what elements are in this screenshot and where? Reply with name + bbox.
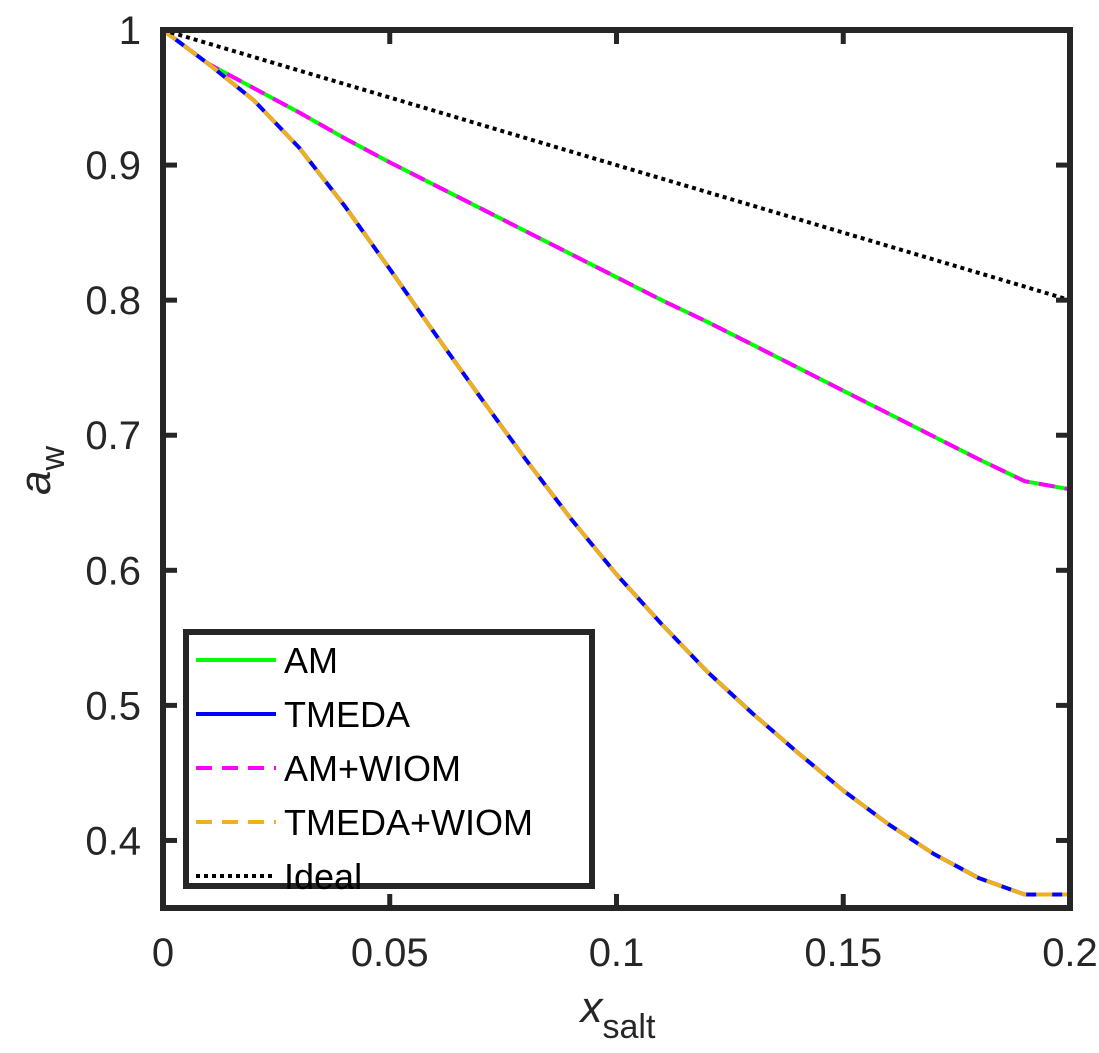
tick-layer: 0 0.05 0.1 0.15 0.2 0.4 0.5 0.6 0.7 0.8 0.9 1 (85, 9, 1097, 975)
series-line-ideal (162, 28, 1071, 303)
y-axis-label-main: a (11, 471, 60, 495)
x-tick-label: 0.1 (589, 931, 645, 975)
y-tick-label: 0.8 (85, 279, 141, 323)
legend: AM TMEDA AM+WIOM TMEDA+WIOM Ideal (183, 629, 595, 897)
series-line-tmeda-wiom (161, 28, 1070, 897)
x-tick-label: 0.05 (351, 931, 429, 975)
y-tick-label: 0.6 (85, 549, 141, 593)
legend-label-am-wiom: AM+WIOM (284, 748, 461, 789)
series-layer (161, 28, 1071, 897)
legend-label-am: AM (284, 640, 338, 681)
y-tick-label: 0.9 (85, 144, 141, 188)
y-tick-label: 0.5 (85, 684, 141, 728)
legend-label-tmeda: TMEDA (284, 694, 410, 735)
legend-box (183, 629, 595, 889)
y-axis-label: aw (11, 446, 72, 495)
x-tick-label: 0 (152, 931, 174, 975)
x-tick-label: 0.15 (804, 931, 882, 975)
series-line-am (161, 28, 1071, 492)
legend-label-tmeda-wiom: TMEDA+WIOM (284, 802, 533, 843)
legend-label-ideal: Ideal (284, 856, 362, 897)
y-tick-label: 0.4 (85, 819, 141, 863)
x-axis-label-sub: salt (603, 1008, 656, 1046)
y-tick-label: 0.7 (85, 414, 141, 458)
y-axis-label-sub: w (34, 446, 72, 472)
x-axis-label: xsalt (579, 983, 656, 1046)
x-tick-label: 0.2 (1042, 931, 1098, 975)
x-axis-label-main: x (579, 983, 605, 1032)
y-tick-label: 1 (119, 9, 141, 53)
